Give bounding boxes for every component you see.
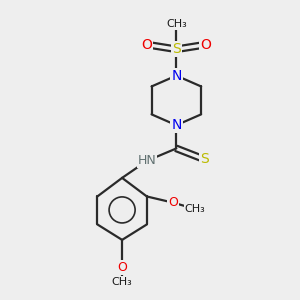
- Text: CH₃: CH₃: [166, 20, 187, 29]
- Text: O: O: [142, 38, 152, 52]
- Text: CH₃: CH₃: [112, 277, 133, 287]
- Text: O: O: [200, 38, 211, 52]
- Text: S: S: [200, 152, 208, 166]
- Text: O: O: [168, 196, 178, 209]
- Text: S: S: [172, 42, 181, 56]
- Text: CH₃: CH₃: [184, 204, 205, 214]
- Text: HN: HN: [137, 154, 156, 167]
- Text: N: N: [171, 69, 182, 82]
- Text: O: O: [117, 261, 127, 274]
- Text: N: N: [171, 118, 182, 132]
